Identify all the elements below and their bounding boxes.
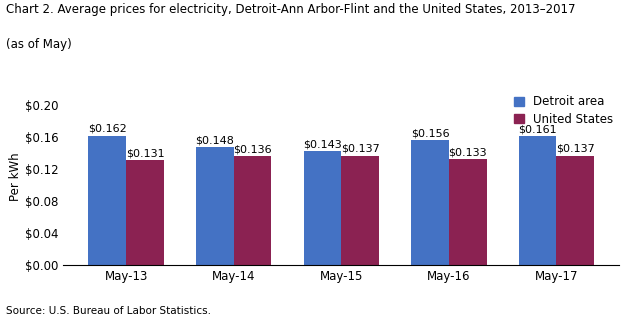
- Text: Chart 2. Average prices for electricity, Detroit-Ann Arbor-Flint and the United : Chart 2. Average prices for electricity,…: [6, 3, 576, 16]
- Text: $0.136: $0.136: [233, 145, 272, 155]
- Text: $0.156: $0.156: [411, 129, 449, 139]
- Text: (as of May): (as of May): [6, 38, 72, 51]
- Text: $0.148: $0.148: [195, 135, 234, 145]
- Bar: [88, 136, 126, 265]
- Bar: [126, 160, 164, 265]
- Text: $0.137: $0.137: [341, 144, 379, 154]
- Text: $0.161: $0.161: [518, 125, 557, 135]
- Text: $0.162: $0.162: [88, 124, 126, 134]
- Bar: [303, 151, 341, 265]
- Legend: Detroit area, United States: Detroit area, United States: [514, 95, 614, 126]
- Bar: [341, 155, 379, 265]
- Text: $0.143: $0.143: [303, 139, 342, 149]
- Text: $0.133: $0.133: [448, 147, 487, 157]
- Bar: [519, 137, 556, 265]
- Bar: [411, 140, 449, 265]
- Bar: [556, 155, 594, 265]
- Text: Source: U.S. Bureau of Labor Statistics.: Source: U.S. Bureau of Labor Statistics.: [6, 306, 211, 316]
- Bar: [196, 147, 234, 265]
- Text: $0.137: $0.137: [556, 144, 595, 154]
- Text: $0.131: $0.131: [126, 149, 164, 159]
- Bar: [234, 156, 271, 265]
- Y-axis label: Per kWh: Per kWh: [9, 153, 22, 201]
- Bar: [449, 159, 487, 265]
